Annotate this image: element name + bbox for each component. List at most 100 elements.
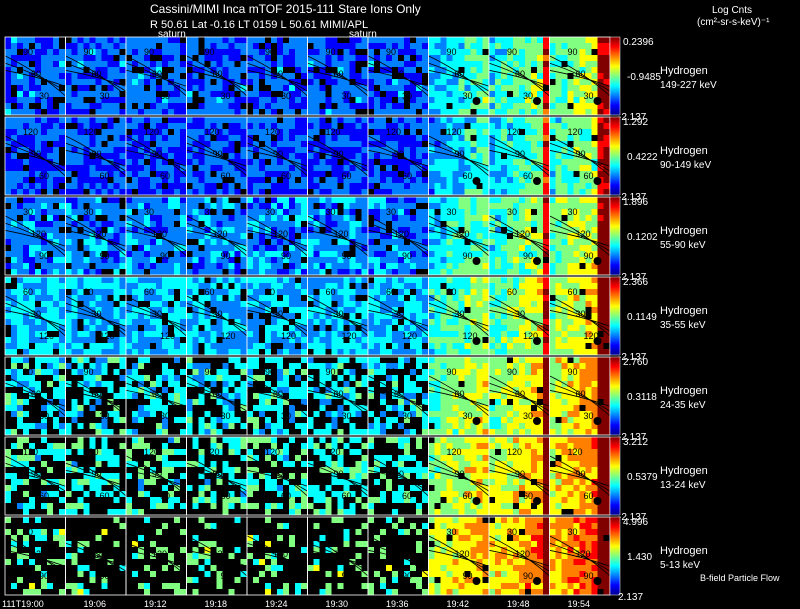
contour-line [186,55,248,97]
heatmap-cell [301,55,307,61]
contour-label: 60 [144,287,154,297]
heatmap-cell [144,221,150,227]
heatmap-cell [331,203,338,209]
heatmap-cell [470,221,477,227]
heatmap-cell [138,85,144,91]
heatmap-cell [422,295,428,301]
heatmap-cell [234,117,241,123]
heatmap-cell [537,67,543,73]
heatmap-cell [482,43,489,49]
heatmap-cell [519,257,525,263]
heatmap-cell [107,215,114,221]
heatmap-cell [325,301,332,307]
heatmap-cell [265,277,271,283]
heatmap-cell [368,79,374,85]
heatmap-cell [337,109,344,115]
heatmap-cell [507,135,513,141]
heatmap-cell [77,165,84,171]
heatmap-cell [597,159,604,165]
heatmap-cell [525,73,531,79]
heatmap-cell [113,233,120,239]
heatmap-cell [265,245,271,251]
heatmap-cell [440,123,447,129]
heatmap-cell [265,43,271,49]
heatmap-cell [107,171,114,177]
heatmap-cell [501,337,507,343]
heatmap-cell [83,177,90,183]
heatmap-cell [41,283,47,289]
heatmap-cell [180,289,186,295]
heatmap-cell [277,55,283,61]
heatmap-cell [216,301,223,307]
heatmap-cell [65,257,72,263]
heatmap-cell [204,159,211,165]
heatmap-cell [307,129,314,135]
heatmap-cell [277,337,283,343]
heatmap-cell [156,183,162,189]
heatmap-cell [495,313,501,319]
heatmap-cell [119,55,126,61]
heatmap-cell [597,141,604,147]
heatmap-cell [89,67,96,73]
heatmap-cell [573,91,580,97]
heatmap-cell [204,221,211,227]
heatmap-cell [150,85,156,91]
heatmap-cell [47,269,53,275]
heatmap-cell [513,129,519,135]
heatmap-cell [198,103,205,109]
heatmap-cell [349,233,356,239]
heatmap-cell [17,159,23,165]
heatmap-cell [216,215,223,221]
colorbar-min-label: -2.137 [618,192,647,203]
heatmap-cell [156,49,162,55]
heatmap-cell [156,307,162,313]
heatmap-cell [240,319,247,325]
heatmap-cell [180,215,186,221]
contour-label: 30 [568,207,578,217]
heatmap-cell [101,319,108,325]
heatmap-cell [343,289,350,295]
heatmap-cell [59,91,65,97]
heatmap-cell [416,147,422,153]
heatmap-cell [489,203,495,209]
heatmap-cell [198,79,205,85]
heatmap-cell [458,43,465,49]
heatmap-cell [59,49,65,55]
heatmap-cell [495,147,501,153]
contour-label: 30 [144,207,154,217]
heatmap-cell [476,117,483,123]
heatmap-cell [283,301,289,307]
heatmap-cell [95,203,102,209]
heatmap-cell [156,103,162,109]
contour-line [367,55,429,97]
heatmap-cell [386,209,392,215]
contour-line [307,302,369,332]
heatmap-cell [204,269,211,275]
heatmap-cell [144,233,150,239]
heatmap-cell [101,263,108,269]
heatmap-cell [47,349,53,355]
heatmap-cell [301,227,307,233]
heatmap-cell [144,215,150,221]
heatmap-cell [313,91,320,97]
heatmap-cell [5,123,11,129]
heatmap-cell [428,91,435,97]
heatmap-cell [567,67,574,73]
heatmap-cell [386,67,392,73]
heatmap-cell [319,349,326,355]
heatmap-cell [507,97,513,103]
heatmap-cell [240,343,247,349]
heatmap-cell [228,331,235,337]
heatmap-cell [186,245,193,251]
heatmap-cell [337,307,344,313]
heatmap-cell [301,67,307,73]
heatmap-cell [440,313,447,319]
heatmap-cell [368,147,374,153]
heatmap-cell [216,55,223,61]
heatmap-cell [59,55,65,61]
heatmap-cell [192,283,199,289]
heatmap-cell [482,117,489,123]
heatmap-cell [138,97,144,103]
heatmap-cell [41,91,47,97]
heatmap-cell [283,349,289,355]
